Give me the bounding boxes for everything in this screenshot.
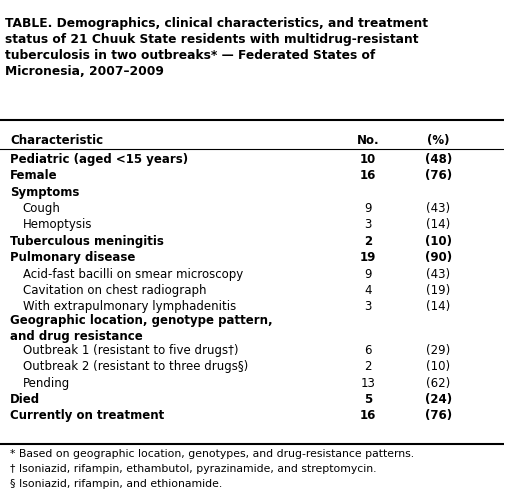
- Text: Currently on treatment: Currently on treatment: [10, 409, 164, 423]
- Text: (48): (48): [425, 153, 452, 166]
- Text: 4: 4: [364, 284, 372, 297]
- Text: (19): (19): [426, 284, 450, 297]
- Text: (76): (76): [425, 169, 452, 183]
- Text: § Isoniazid, rifampin, and ethionamide.: § Isoniazid, rifampin, and ethionamide.: [10, 479, 222, 489]
- Text: 6: 6: [364, 344, 372, 357]
- Text: Tuberculous meningitis: Tuberculous meningitis: [10, 235, 164, 248]
- Text: 13: 13: [360, 376, 375, 390]
- Text: (43): (43): [426, 202, 450, 215]
- Text: Symptoms: Symptoms: [10, 186, 79, 199]
- Text: 9: 9: [364, 267, 372, 281]
- Text: 9: 9: [364, 202, 372, 215]
- Text: (90): (90): [425, 251, 452, 264]
- Text: Outbreak 1 (resistant to five drugs†): Outbreak 1 (resistant to five drugs†): [23, 344, 238, 357]
- Text: Pulmonary disease: Pulmonary disease: [10, 251, 136, 264]
- Text: Geographic location, genotype pattern,
and drug resistance: Geographic location, genotype pattern, a…: [10, 314, 272, 343]
- Text: Characteristic: Characteristic: [10, 133, 103, 147]
- Text: 3: 3: [364, 300, 372, 313]
- Text: (%): (%): [427, 133, 449, 147]
- Text: Died: Died: [10, 393, 40, 406]
- Text: † Isoniazid, rifampin, ethambutol, pyrazinamide, and streptomycin.: † Isoniazid, rifampin, ethambutol, pyraz…: [10, 464, 377, 474]
- Text: Cavitation on chest radiograph: Cavitation on chest radiograph: [23, 284, 206, 297]
- Text: (10): (10): [425, 235, 452, 248]
- Text: 3: 3: [364, 218, 372, 232]
- Text: (24): (24): [425, 393, 452, 406]
- Text: TABLE. Demographics, clinical characteristics, and treatment
status of 21 Chuuk : TABLE. Demographics, clinical characteri…: [5, 17, 428, 78]
- Text: (62): (62): [426, 376, 450, 390]
- Text: 5: 5: [364, 393, 372, 406]
- Text: 16: 16: [360, 409, 376, 423]
- Text: Female: Female: [10, 169, 58, 183]
- Text: With extrapulmonary lymphadenitis: With extrapulmonary lymphadenitis: [23, 300, 236, 313]
- Text: Pending: Pending: [23, 376, 70, 390]
- Text: (29): (29): [426, 344, 450, 357]
- Text: (10): (10): [426, 360, 450, 373]
- Text: Outbreak 2 (resistant to three drugs§): Outbreak 2 (resistant to three drugs§): [23, 360, 248, 373]
- Text: (14): (14): [426, 218, 450, 232]
- Text: (14): (14): [426, 300, 450, 313]
- Text: Hemoptysis: Hemoptysis: [23, 218, 92, 232]
- Text: 19: 19: [360, 251, 376, 264]
- Text: Pediatric (aged <15 years): Pediatric (aged <15 years): [10, 153, 188, 166]
- Text: Cough: Cough: [23, 202, 60, 215]
- Text: Acid-fast bacilli on smear microscopy: Acid-fast bacilli on smear microscopy: [23, 267, 243, 281]
- Text: (76): (76): [425, 409, 452, 423]
- Text: (43): (43): [426, 267, 450, 281]
- Text: 2: 2: [364, 360, 372, 373]
- Text: 2: 2: [364, 235, 372, 248]
- Text: 16: 16: [360, 169, 376, 183]
- Text: * Based on geographic location, genotypes, and drug-resistance patterns.: * Based on geographic location, genotype…: [10, 449, 414, 459]
- Text: 10: 10: [360, 153, 376, 166]
- Text: No.: No.: [357, 133, 379, 147]
